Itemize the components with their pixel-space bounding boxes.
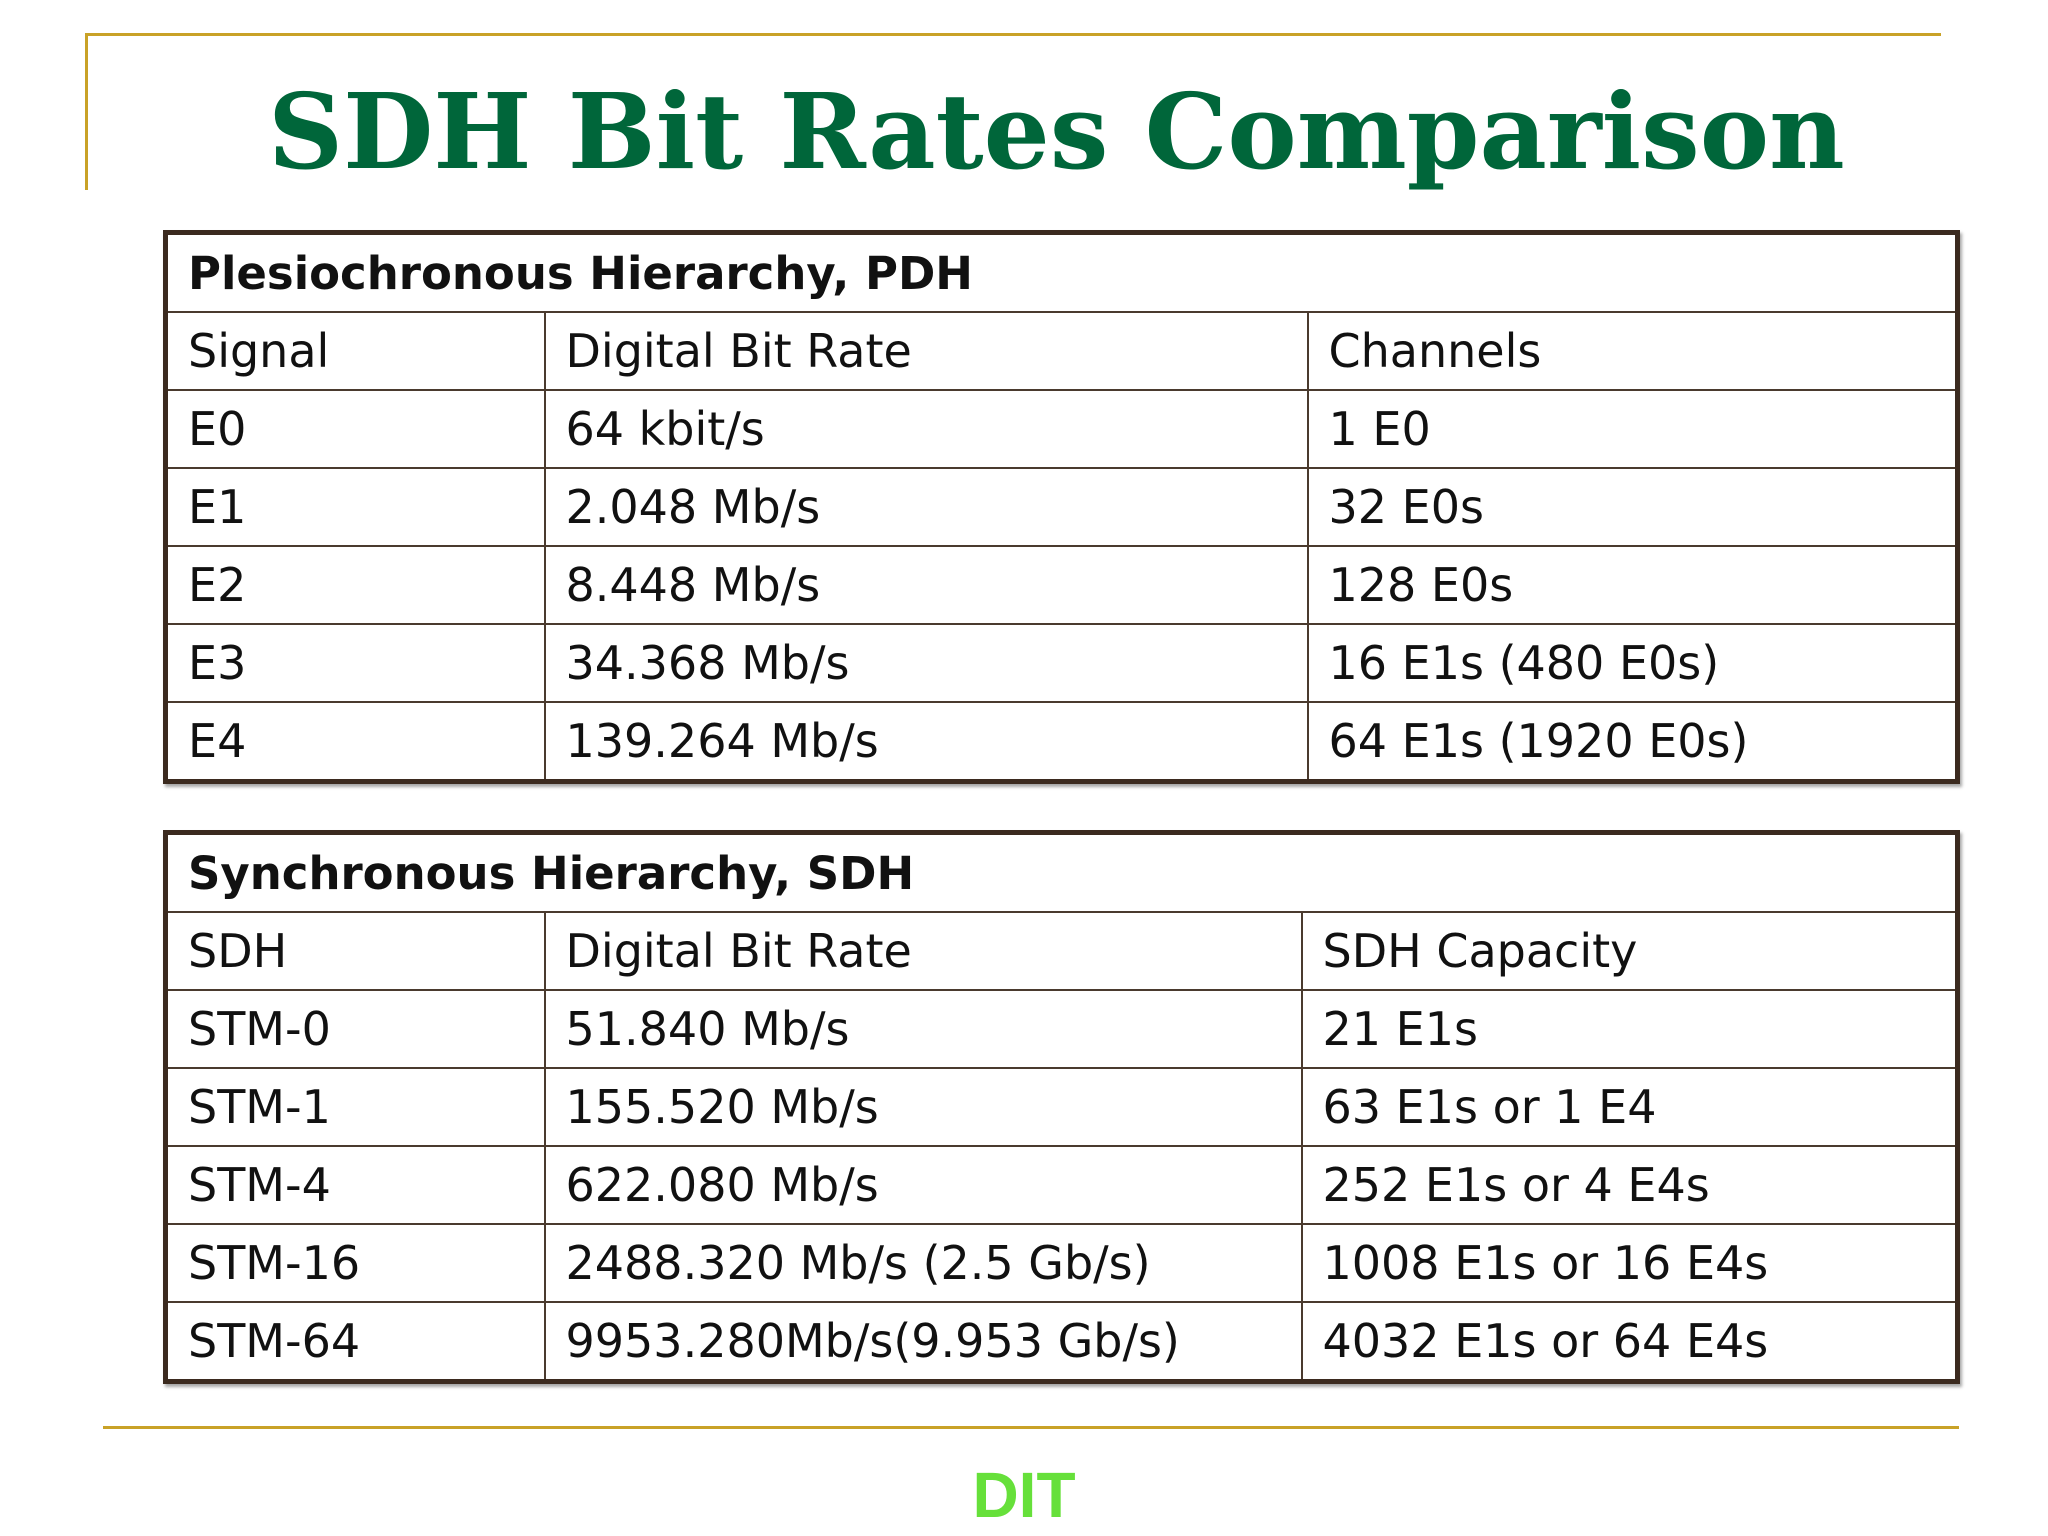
- pdh-channels-cell: 128 E0s: [1306, 545, 1959, 625]
- table-row: E4 139.264 Mb/s 64 E1s (1920 E0s): [164, 701, 1959, 783]
- sdh-bit-rate-cell: 2488.320 Mb/s (2.5 Gb/s): [543, 1223, 1303, 1303]
- pdh-header-channels: Channels: [1306, 311, 1959, 391]
- sdh-header-bit-rate: Digital Bit Rate: [543, 911, 1303, 991]
- sdh-level-cell: STM-1: [164, 1067, 546, 1147]
- sdh-bit-rate-cell: 622.080 Mb/s: [543, 1145, 1303, 1225]
- pdh-signal-cell: E3: [164, 623, 546, 703]
- sdh-capacity-cell: 1008 E1s or 16 E4s: [1300, 1223, 1959, 1303]
- pdh-channels-cell: 16 E1s (480 E0s): [1306, 623, 1959, 703]
- pdh-header-row: Signal Digital Bit Rate Channels: [164, 311, 1959, 391]
- footer-label: DIT: [972, 1459, 1076, 1531]
- sdh-level-cell: STM-64: [164, 1301, 546, 1383]
- left-accent-line: [85, 33, 88, 190]
- pdh-caption: Plesiochronous Hierarchy, PDH: [164, 231, 1959, 313]
- table-row: STM-0 51.840 Mb/s 21 E1s: [164, 989, 1959, 1069]
- sdh-table: Synchronous Hierarchy, SDH SDH Digital B…: [163, 830, 1960, 1384]
- pdh-signal-cell: E1: [164, 467, 546, 547]
- slide-title: SDH Bit Rates Comparison: [268, 70, 1845, 193]
- pdh-caption-row: Plesiochronous Hierarchy, PDH: [164, 231, 1959, 313]
- pdh-signal-cell: E0: [164, 389, 546, 469]
- pdh-table: Plesiochronous Hierarchy, PDH Signal Dig…: [163, 230, 1960, 784]
- table-row: E1 2.048 Mb/s 32 E0s: [164, 467, 1959, 547]
- table-row: STM-4 622.080 Mb/s 252 E1s or 4 E4s: [164, 1145, 1959, 1225]
- table-row: STM-1 155.520 Mb/s 63 E1s or 1 E4: [164, 1067, 1959, 1147]
- pdh-signal-cell: E2: [164, 545, 546, 625]
- sdh-capacity-cell: 63 E1s or 1 E4: [1300, 1067, 1959, 1147]
- sdh-bit-rate-cell: 51.840 Mb/s: [543, 989, 1303, 1069]
- pdh-bit-rate-cell: 64 kbit/s: [543, 389, 1309, 469]
- pdh-header-bit-rate: Digital Bit Rate: [543, 311, 1309, 391]
- sdh-caption: Synchronous Hierarchy, SDH: [164, 831, 1959, 913]
- sdh-capacity-cell: 21 E1s: [1300, 989, 1959, 1069]
- top-accent-line: [85, 33, 1941, 36]
- sdh-bit-rate-cell: 9953.280Mb/s(9.953 Gb/s): [543, 1301, 1303, 1383]
- table-row: E2 8.448 Mb/s 128 E0s: [164, 545, 1959, 625]
- sdh-level-cell: STM-16: [164, 1223, 546, 1303]
- pdh-channels-cell: 32 E0s: [1306, 467, 1959, 547]
- sdh-header-row: SDH Digital Bit Rate SDH Capacity: [164, 911, 1959, 991]
- sdh-header-sdh: SDH: [164, 911, 546, 991]
- pdh-signal-cell: E4: [164, 701, 546, 783]
- pdh-bit-rate-cell: 2.048 Mb/s: [543, 467, 1309, 547]
- pdh-bit-rate-cell: 8.448 Mb/s: [543, 545, 1309, 625]
- table-row: E0 64 kbit/s 1 E0: [164, 389, 1959, 469]
- sdh-bit-rate-cell: 155.520 Mb/s: [543, 1067, 1303, 1147]
- sdh-header-capacity: SDH Capacity: [1300, 911, 1959, 991]
- pdh-channels-cell: 1 E0: [1306, 389, 1959, 469]
- table-row: STM-16 2488.320 Mb/s (2.5 Gb/s) 1008 E1s…: [164, 1223, 1959, 1303]
- pdh-bit-rate-cell: 139.264 Mb/s: [543, 701, 1309, 783]
- table-row: STM-64 9953.280Mb/s(9.953 Gb/s) 4032 E1s…: [164, 1301, 1959, 1383]
- sdh-caption-row: Synchronous Hierarchy, SDH: [164, 831, 1959, 913]
- bottom-accent-line: [103, 1426, 1959, 1429]
- sdh-capacity-cell: 4032 E1s or 64 E4s: [1300, 1301, 1959, 1383]
- sdh-capacity-cell: 252 E1s or 4 E4s: [1300, 1145, 1959, 1225]
- pdh-channels-cell: 64 E1s (1920 E0s): [1306, 701, 1959, 783]
- sdh-level-cell: STM-0: [164, 989, 546, 1069]
- pdh-bit-rate-cell: 34.368 Mb/s: [543, 623, 1309, 703]
- table-row: E3 34.368 Mb/s 16 E1s (480 E0s): [164, 623, 1959, 703]
- sdh-level-cell: STM-4: [164, 1145, 546, 1225]
- pdh-header-signal: Signal: [164, 311, 546, 391]
